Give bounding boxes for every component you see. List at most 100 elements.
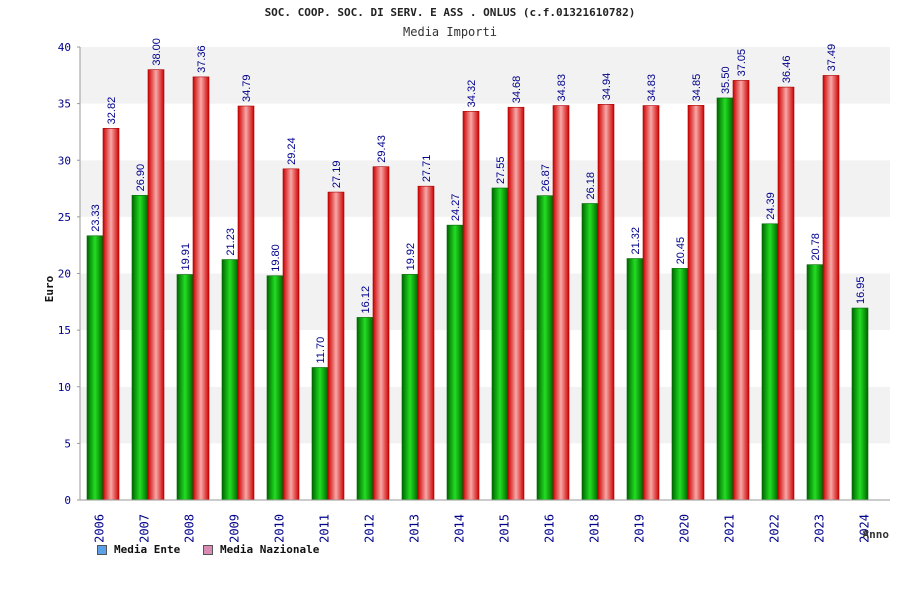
bar-media-ente-2016 [536,195,554,501]
data-label: 37.49 [826,44,838,72]
plot-background [80,47,890,500]
bar-media-ente-2012 [356,317,374,501]
bar-media-ente-2020 [671,268,689,501]
chart-title: SOC. COOP. SOC. DI SERV. E ASS . ONLUS (… [264,6,636,19]
bar-media-nazionale-2010 [282,168,300,501]
bar-media-ente-2022 [761,223,779,501]
legend-swatch-media-ente [97,544,107,555]
x-tick-label: 2007 [138,514,152,543]
data-label: 26.90 [135,164,147,192]
bar-media-ente-2023 [806,264,824,501]
value-labels: 23.33 32.82 26.90 38.00 19.91 37.36 21.23 34.79… [90,38,867,363]
bar-media-nazionale-2015 [507,106,525,501]
plot-band [80,103,890,161]
bar-media-nazionale-2009 [237,105,255,501]
data-label: 34.83 [646,74,658,102]
y-tick-label: 25 [58,211,71,224]
data-label: 20.78 [810,233,822,261]
bar-media-nazionale-2008 [192,76,210,501]
y-tick-label: 35 [58,98,71,111]
x-tick-label: 2014 [453,514,467,543]
y-tick-label: 10 [58,381,71,394]
bar-media-ente-2010 [266,275,284,501]
plot-band [80,273,890,331]
data-label: 19.92 [405,243,417,271]
x-tick-label: 2016 [543,514,557,543]
data-label: 21.32 [630,227,642,255]
bar-media-ente-2006 [86,235,104,501]
data-label: 29.24 [286,137,298,165]
data-label: 21.23 [225,228,237,256]
bar-media-nazionale-2016 [552,105,570,501]
y-tick-label: 30 [58,154,71,167]
x-tick-label: 2023 [813,514,827,543]
legend-label-media-ente: Media Ente [114,543,181,556]
x-tick-label: 2006 [93,514,107,543]
plot-band [80,160,890,217]
legend-item-media-nazionale: Media Nazionale [203,543,319,556]
y-tick-label: 15 [58,324,71,337]
data-label: 34.79 [241,74,253,102]
y-tick-label: 0 [64,494,71,507]
data-label: 34.68 [511,76,523,104]
bar-media-ente-2021 [716,97,734,501]
x-tick-label: 2021 [723,514,737,543]
y-tick-label: 40 [58,41,71,54]
x-tick-label: 2015 [498,514,512,543]
data-label: 26.87 [540,164,552,192]
data-label: 24.27 [450,194,462,222]
plot-band [80,216,890,274]
x-tick-label: 2020 [678,514,692,543]
y-tick-label: 5 [64,437,71,450]
data-label: 26.18 [585,172,597,200]
x-tick-label: 2024 [858,514,872,543]
bar-media-nazionale-2019 [642,105,660,501]
bar-media-ente-2008 [176,274,194,501]
bar-media-ente-2013 [401,274,419,501]
data-label: 37.36 [196,45,208,73]
bar-media-ente-2018 [581,203,599,501]
bar-media-nazionale-2007 [147,69,165,501]
data-label: 34.94 [601,73,613,101]
legend-item-media-ente: Media Ente [97,543,180,556]
data-label: 29.43 [376,135,388,163]
axes: 0 5 10 15 20 25 30 35 40 2006 2007 2008 2009 2010 2011… [58,41,890,543]
bar-media-nazionale-2014 [462,111,480,501]
bar-media-ente-2024 [851,307,869,501]
x-tick-label: 2018 [588,514,602,543]
x-tick-label: 2013 [408,514,422,543]
data-label: 34.32 [466,80,478,108]
data-label: 37.05 [736,49,748,77]
x-tick-label: 2011 [318,514,332,543]
data-label: 16.95 [855,277,867,305]
bar-media-nazionale-2021 [732,80,750,501]
x-tick-label: 2022 [768,514,782,543]
legend-label-media-nazionale: Media Nazionale [220,543,320,556]
bar-media-ente-2014 [446,224,464,501]
bar-media-ente-2019 [626,258,644,501]
x-tick-label: 2008 [183,514,197,543]
data-label: 38.00 [151,38,163,66]
bar-media-ente-2009 [221,259,239,501]
bar-media-nazionale-2011 [327,191,345,501]
plot-band [80,443,890,500]
data-label: 11.70 [315,337,327,364]
x-tick-label: 2019 [633,514,647,543]
data-label: 23.33 [90,204,102,232]
bar-media-nazionale-2022 [777,86,795,501]
bar-media-ente-2015 [491,187,509,501]
x-axis-label: Anno [863,528,890,541]
x-tick-label: 2012 [363,514,377,543]
bar-media-nazionale-2013 [417,185,435,501]
bar-media-nazionale-2020 [687,105,705,501]
bar-media-ente-2007 [131,195,149,501]
data-label: 35.50 [720,66,732,94]
data-label: 27.71 [421,155,433,183]
data-label: 34.83 [556,74,568,102]
plot-band [80,330,890,387]
data-label: 27.19 [331,161,343,189]
data-label: 16.12 [360,286,372,314]
plot-band [80,47,890,104]
y-tick-label: 20 [58,268,71,281]
